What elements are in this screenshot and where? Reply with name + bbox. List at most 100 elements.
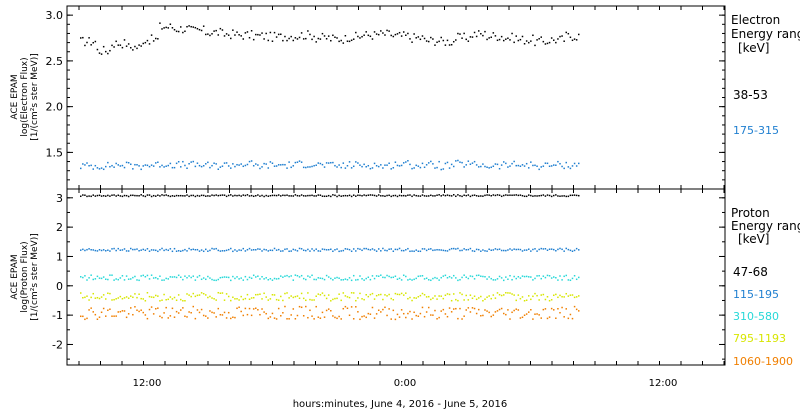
data-point-310-580 — [540, 277, 542, 280]
data-point-115-195 — [492, 249, 495, 251]
electron-legend-subtitle: Energy range — [731, 27, 800, 41]
data-point-310-580 — [567, 279, 570, 281]
data-point-175-315 — [327, 162, 330, 164]
data-point-175-315 — [148, 165, 151, 168]
data-point-47-68 — [227, 194, 230, 197]
data-point-47-68 — [211, 194, 213, 196]
data-point-1060-1900 — [267, 317, 270, 320]
data-point-115-195 — [180, 250, 182, 252]
data-point-38-53 — [486, 38, 488, 41]
data-point-175-315 — [173, 166, 176, 169]
data-point-115-195 — [459, 249, 461, 252]
data-point-115-195 — [450, 247, 453, 250]
data-point-47-68 — [509, 194, 511, 196]
data-point-115-195 — [184, 248, 186, 251]
data-point-795-1193 — [211, 297, 213, 299]
data-point-310-580 — [309, 276, 311, 278]
data-point-47-68 — [392, 194, 395, 197]
data-point-38-53 — [148, 43, 151, 45]
data-point-795-1193 — [194, 295, 197, 298]
data-point-175-315 — [444, 162, 447, 165]
data-point-1060-1900 — [257, 309, 259, 311]
data-point-1060-1900 — [567, 317, 570, 320]
data-point-310-580 — [325, 274, 328, 277]
data-point-38-53 — [188, 25, 190, 27]
data-point-38-53 — [446, 39, 449, 42]
data-point-310-580 — [138, 279, 140, 282]
data-point-1060-1900 — [142, 311, 145, 314]
data-point-310-580 — [548, 275, 551, 277]
data-point-115-195 — [148, 250, 151, 252]
data-point-47-68 — [259, 195, 261, 197]
data-point-38-53 — [384, 34, 386, 36]
data-point-1060-1900 — [398, 316, 401, 318]
data-point-115-195 — [321, 248, 324, 250]
data-point-795-1193 — [534, 292, 536, 295]
data-point-115-195 — [550, 248, 553, 250]
data-point-175-315 — [290, 166, 292, 169]
data-point-310-580 — [232, 275, 234, 278]
data-point-795-1193 — [182, 300, 184, 302]
data-point-175-315 — [319, 162, 322, 165]
data-point-115-195 — [505, 249, 507, 252]
data-point-175-315 — [263, 162, 265, 165]
data-point-175-315 — [259, 167, 261, 170]
data-point-795-1193 — [236, 298, 238, 300]
data-point-175-315 — [567, 166, 570, 168]
data-point-115-195 — [146, 248, 149, 250]
data-point-310-580 — [340, 279, 342, 281]
data-point-310-580 — [455, 277, 457, 279]
data-point-1060-1900 — [311, 315, 313, 317]
data-point-795-1193 — [219, 292, 222, 294]
data-point-38-53 — [284, 35, 286, 38]
data-point-795-1193 — [196, 294, 199, 297]
data-point-1060-1900 — [188, 311, 190, 313]
data-point-175-315 — [298, 160, 301, 162]
data-point-38-53 — [425, 40, 428, 42]
data-point-310-580 — [167, 278, 170, 280]
data-point-795-1193 — [546, 295, 549, 298]
data-point-175-315 — [409, 163, 411, 166]
data-point-310-580 — [257, 275, 259, 277]
data-point-47-68 — [94, 195, 97, 197]
data-point-38-53 — [142, 42, 145, 45]
data-point-795-1193 — [165, 298, 167, 301]
data-point-38-53 — [150, 34, 153, 36]
data-point-115-195 — [475, 248, 478, 251]
data-point-38-53 — [557, 38, 559, 40]
data-point-1060-1900 — [196, 309, 199, 311]
data-point-175-315 — [469, 163, 472, 165]
data-point-47-68 — [261, 194, 263, 197]
data-point-175-315 — [578, 162, 580, 165]
data-point-1060-1900 — [569, 313, 572, 316]
data-point-795-1193 — [286, 292, 288, 294]
data-point-1060-1900 — [111, 315, 113, 317]
data-point-310-580 — [519, 277, 522, 279]
data-point-175-315 — [92, 168, 95, 170]
data-point-310-580 — [280, 275, 282, 277]
data-point-175-315 — [150, 164, 153, 166]
data-point-310-580 — [113, 279, 115, 281]
data-point-47-68 — [400, 194, 403, 197]
data-point-47-68 — [113, 194, 115, 196]
data-point-47-68 — [507, 194, 509, 197]
data-point-1060-1900 — [434, 309, 436, 312]
data-point-1060-1900 — [425, 311, 428, 313]
data-point-47-68 — [157, 194, 159, 196]
data-point-1060-1900 — [548, 316, 551, 318]
data-point-1060-1900 — [219, 313, 222, 316]
data-point-1060-1900 — [344, 305, 347, 308]
data-point-38-53 — [463, 32, 465, 35]
data-point-795-1193 — [400, 292, 403, 295]
data-point-175-315 — [265, 163, 267, 165]
data-point-1060-1900 — [423, 315, 426, 318]
data-point-310-580 — [100, 277, 103, 280]
data-point-310-580 — [486, 278, 488, 280]
data-point-38-53 — [419, 38, 422, 41]
data-point-115-195 — [486, 250, 488, 252]
data-point-38-53 — [359, 37, 361, 39]
data-point-1060-1900 — [271, 312, 274, 315]
data-point-795-1193 — [225, 293, 228, 295]
data-point-795-1193 — [544, 298, 547, 301]
data-point-38-53 — [523, 43, 526, 45]
